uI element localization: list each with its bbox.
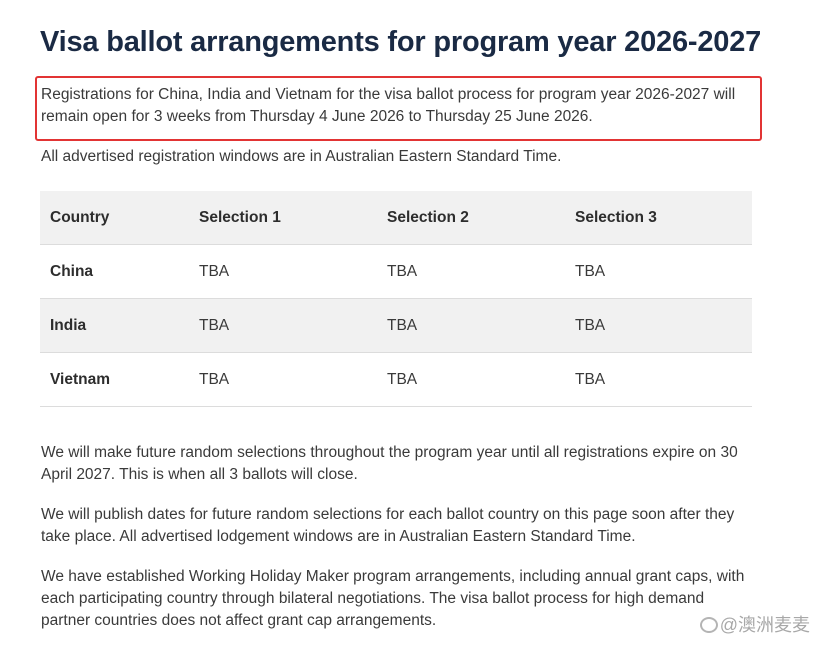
- selection-cell: TBA: [199, 262, 230, 280]
- selection-cell: TBA: [387, 316, 418, 334]
- intro-text: Registrations for China, India and Vietn…: [41, 86, 736, 125]
- table-header-row: Country Selection 1 Selection 2 Selectio…: [40, 191, 752, 245]
- watermark-text: @澳洲麦麦: [719, 615, 810, 635]
- selection-cell: TBA: [575, 370, 606, 388]
- country-cell: Vietnam: [50, 370, 111, 388]
- column-header-country: Country: [50, 208, 110, 226]
- page-title: Visa ballot arrangements for program yea…: [40, 26, 762, 58]
- ballot-table: Country Selection 1 Selection 2 Selectio…: [40, 191, 752, 407]
- country-cell: India: [50, 316, 87, 334]
- table-row: China TBA TBA TBA: [40, 244, 752, 299]
- selection-cell: TBA: [387, 370, 418, 388]
- column-header-selection-2: Selection 2: [387, 208, 469, 226]
- country-cell: China: [50, 262, 94, 280]
- selection-cell: TBA: [575, 262, 606, 280]
- table-row: Vietnam TBA TBA TBA: [40, 352, 752, 407]
- table-row: India TBA TBA TBA: [40, 298, 752, 353]
- column-header-selection-1: Selection 1: [199, 208, 281, 226]
- selection-cell: TBA: [199, 316, 230, 334]
- watermark-logo-icon: [699, 617, 718, 633]
- column-header-selection-3: Selection 3: [575, 208, 657, 226]
- paragraph-random-selections: We will make future random selections th…: [41, 444, 738, 483]
- paragraph-publish-dates: We will publish dates for future random …: [41, 506, 735, 545]
- watermark: @澳洲麦麦: [699, 611, 810, 637]
- selection-cell: TBA: [387, 262, 418, 280]
- selection-cell: TBA: [199, 370, 230, 388]
- highlight-box: [35, 76, 762, 141]
- selection-cell: TBA: [575, 316, 606, 334]
- paragraph-program-arrangements: We have established Working Holiday Make…: [41, 568, 745, 629]
- timezone-note: All advertised registration windows are …: [41, 148, 562, 165]
